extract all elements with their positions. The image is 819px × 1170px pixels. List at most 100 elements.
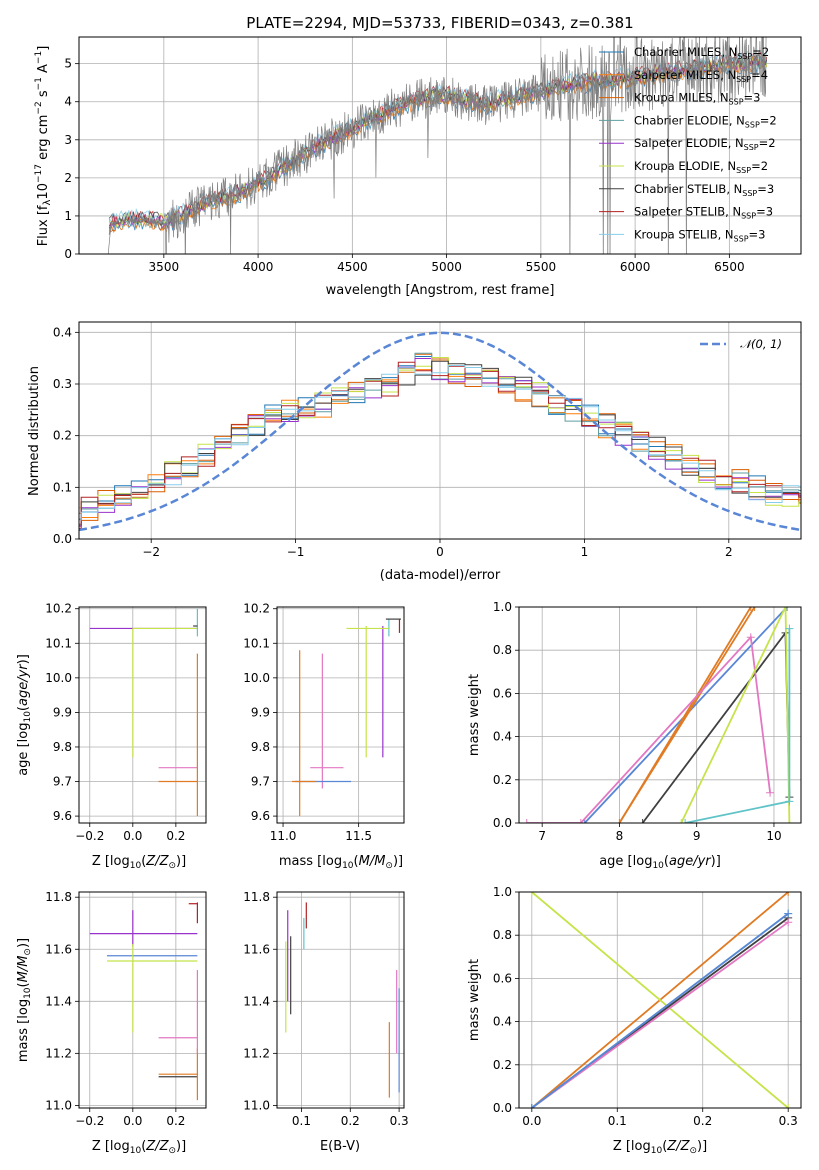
grid-lines: [79, 892, 206, 1108]
panel-mass-vs-ebv: 0.1 0.2 0.3 11.0 11.2 11.4 11.6 11.8: [243, 890, 408, 1128]
y-tick-label: 10.0: [45, 671, 72, 685]
weight-marker: [785, 624, 794, 633]
grid-lines: [79, 322, 801, 540]
panel-age-vs-z: −0.2 0.0 0.2 9.6 9.7 9.8 9.9 10.0 10.1 10.2: [45, 602, 207, 843]
weight-marker: [580, 819, 589, 823]
y-tick-label: 11.2: [45, 1046, 72, 1060]
wAge-xlabel: age [log10(age/yr)]: [599, 854, 721, 871]
wZ-xlabel: Z [log10(Z/Z⊙)]: [613, 1139, 707, 1156]
weight-marker: [746, 607, 755, 611]
panel-spectrum: 3500 4000 4500 5000 5500 6000 6500 0 1 2 3 4 5 Chabri…: [64, 36, 802, 274]
grid-lines: [519, 606, 801, 824]
weight-marker: [785, 819, 794, 823]
y-tick-label: 11.4: [45, 994, 72, 1008]
legend-label: 𝒩(0, 1): [740, 337, 782, 351]
weight-marker: [766, 788, 775, 797]
residuals-xlabel: (data-model)/error: [380, 568, 501, 583]
weight-line: [618, 607, 756, 823]
weight-marker: [681, 819, 690, 823]
weight-marker: [638, 819, 647, 823]
weight-marker: [576, 819, 585, 823]
y-tick-label: 0.0: [493, 1101, 512, 1115]
y-tick-label: 9.6: [251, 809, 270, 823]
panel-mass-vs-z: −0.2 0.0 0.2 11.0 11.2 11.4 11.6 11.8: [45, 890, 207, 1128]
ageZ-xlabel: Z [log10(Z/Z⊙)]: [92, 854, 186, 871]
x-tick-label: 0.3: [390, 1114, 409, 1128]
y-tick-label: 0.4: [493, 730, 512, 744]
y-tick-label: 1.0: [493, 600, 512, 614]
y-tick-label: 11.2: [243, 1046, 270, 1060]
axes-frame: [276, 891, 405, 1109]
spectrum-xlabel: wavelength [Angstrom, rest frame]: [326, 283, 555, 298]
y-tick-label: 4: [64, 95, 72, 109]
massZ-ylabel: mass [log10(M/M⊙)]: [16, 938, 33, 1062]
gaussian-curve: [78, 331, 802, 532]
x-tick-label: 1: [581, 545, 589, 559]
y-tick-label: 0: [64, 247, 72, 261]
x-tick-label: 0: [436, 545, 444, 559]
grid-lines: [277, 607, 404, 823]
y-tick-label: 9.8: [53, 740, 72, 754]
weight-marker: [746, 633, 755, 642]
y-tick-label: 9.6: [53, 809, 72, 823]
y-tick-label: 9.7: [251, 775, 270, 789]
weight-marker: [784, 918, 793, 927]
x-tick-label: 10: [766, 829, 781, 843]
y-tick-label: 10.1: [243, 636, 270, 650]
x-tick-label: 0.0: [123, 829, 142, 843]
x-tick-label: 11.5: [345, 829, 372, 843]
legend-label: Salpeter ELODIE, NSSP=2: [634, 136, 776, 152]
axes-frame: [78, 321, 802, 540]
panel-weight-vs-z: 0.0 0.1 0.2 0.3 0.0 0.2 0.4 0.6 0.8 1.0: [493, 885, 802, 1128]
weight-marker: [781, 607, 790, 611]
y-tick-label: 11.6: [45, 942, 72, 956]
x-tick-label: 0.1: [292, 1114, 311, 1128]
y-tick-label: 11.4: [243, 994, 270, 1008]
y-tick-label: 11.8: [45, 890, 72, 904]
x-tick-label: 0.0: [123, 1114, 142, 1128]
grid-lines: [79, 607, 206, 823]
y-tick-label: 10.1: [45, 636, 72, 650]
y-tick-label: 10.0: [243, 671, 270, 685]
residuals-ylabel: Normed distribution: [27, 366, 42, 496]
x-tick-label: 8: [616, 829, 624, 843]
legend-label: Chabrier MILES, NSSP=2: [634, 45, 769, 61]
weight-marker: [785, 797, 794, 806]
weight-marker: [522, 819, 531, 823]
y-tick-label: 3: [64, 133, 72, 147]
x-tick-label: −0.2: [75, 1114, 104, 1128]
histogram-step: [79, 360, 801, 520]
histogram-step: [79, 361, 801, 529]
y-tick-label: 0.1: [53, 480, 72, 494]
massE-xlabel: E(B-V): [320, 1139, 360, 1154]
weight-line: [680, 607, 791, 823]
x-tick-label: 0.2: [166, 829, 185, 843]
figure-title: PLATE=2294, MJD=53733, FIBERID=0343, z=0…: [246, 14, 633, 32]
weight-line: [531, 912, 789, 1108]
y-tick-label: 1: [64, 209, 72, 223]
x-tick-label: 0.0: [522, 1114, 541, 1128]
y-tick-label: 0.2: [493, 1058, 512, 1072]
weight-marker: [784, 909, 793, 918]
legend-label: Kroupa MILES, NSSP=3: [634, 91, 760, 107]
ageM-xlabel: mass [log10(M/M⊙)]: [279, 854, 403, 871]
panel-weight-vs-age: 7 8 9 10 0.0 0.2 0.4 0.6 0.8 1.0: [493, 600, 802, 843]
x-tick-label: 0.2: [341, 1114, 360, 1128]
y-tick-label: 0.2: [53, 429, 72, 443]
weight-marker: [527, 1104, 536, 1108]
y-tick-label: 0.0: [53, 532, 72, 546]
y-tick-label: 0.4: [493, 1015, 512, 1029]
legend-label: Kroupa ELODIE, NSSP=2: [634, 159, 768, 175]
y-tick-label: 10.2: [45, 602, 72, 616]
y-tick-label: 1.0: [493, 885, 512, 899]
x-tick-label: 0.1: [608, 1114, 627, 1128]
x-tick-label: 9: [693, 829, 701, 843]
y-tick-label: 2: [64, 171, 72, 185]
massZ-xlabel: Z [log10(Z/Z⊙)]: [92, 1139, 186, 1156]
x-tick-label: −1: [287, 545, 305, 559]
legend-label: Kroupa STELIB, NSSP=3: [634, 227, 765, 243]
legend-label: Chabrier ELODIE, NSSP=2: [634, 113, 777, 129]
y-tick-label: 11.8: [243, 890, 270, 904]
weight-marker: [784, 1104, 793, 1108]
